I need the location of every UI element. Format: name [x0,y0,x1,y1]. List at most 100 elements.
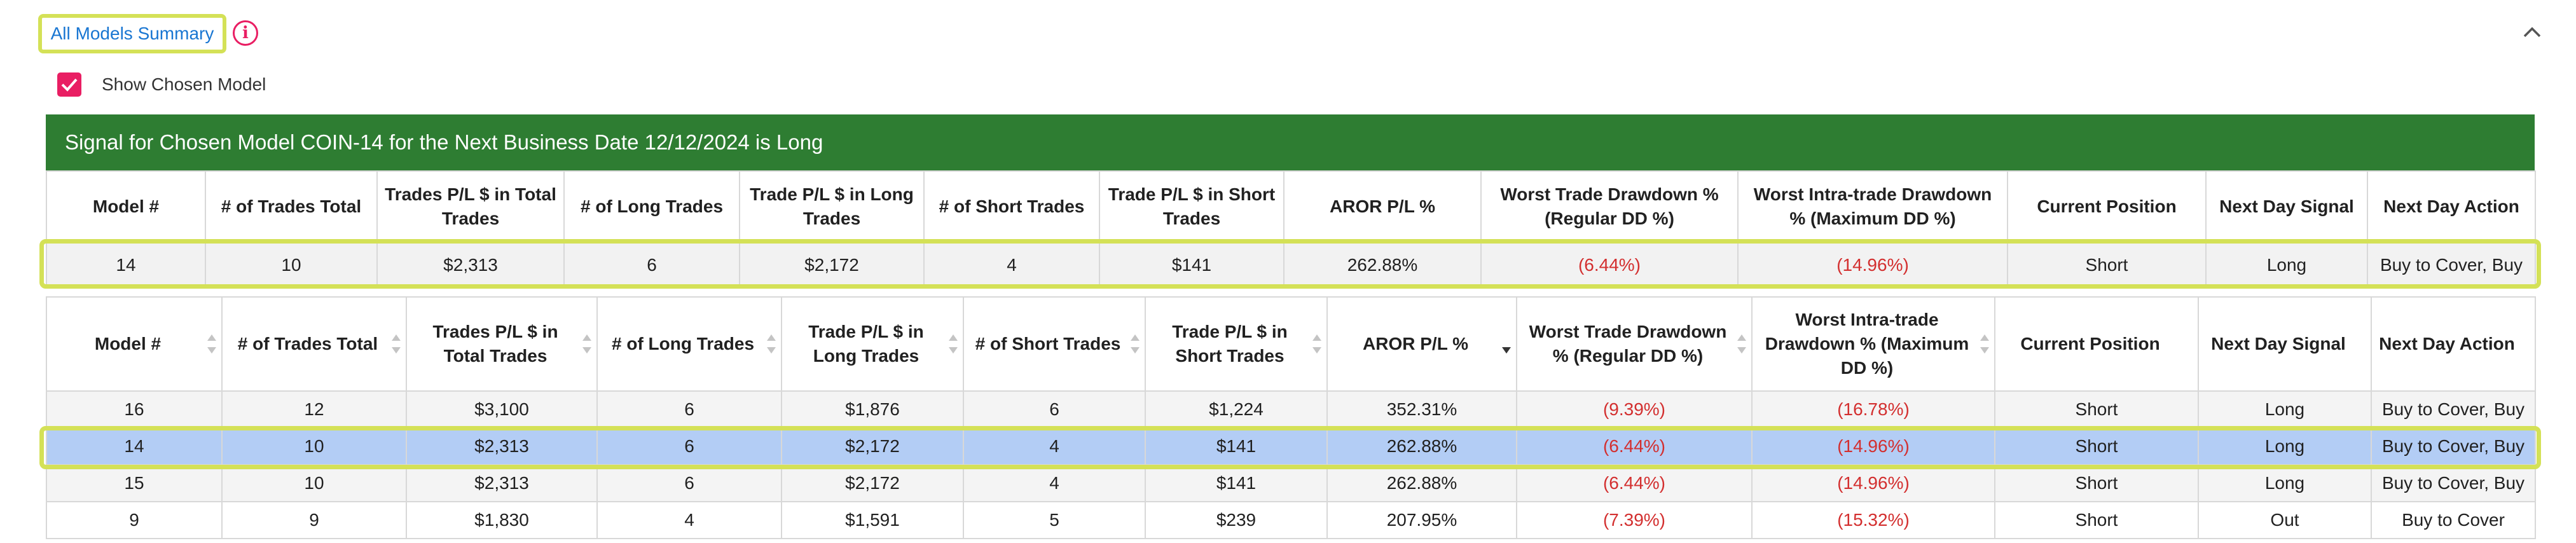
chevron-up-icon[interactable] [2518,18,2546,46]
header-label: Model # [94,334,162,354]
cell: $2,172 [739,242,925,289]
table-row[interactable]: 15 10 $2,313 6 $2,172 4 $141 262.88% (6.… [46,464,2536,502]
cell: 5 [963,501,1146,539]
cell: (14.96%) [1751,427,1995,465]
chosen-header-row: Model # # of Trades Total Trades P/L $ i… [46,170,2536,243]
cell: (14.96%) [1751,464,1995,502]
cell: 10 [221,427,407,465]
cell: $2,313 [406,427,598,465]
cell: 4 [923,242,1100,289]
header-label: Next Day Signal [2211,334,2346,354]
table-row[interactable]: 16 12 $3,100 6 $1,876 6 $1,224 352.31% (… [46,390,2536,429]
cell: Long [2205,242,2368,289]
cell: Short [1994,427,2199,465]
header-label: Worst Trade Drawdown % (Regular DD %) [1529,322,1727,366]
col-aror[interactable]: AROR P/L % [1326,296,1517,392]
col-worst-intra-dd[interactable]: Worst Intra-trade Drawdown % (Maximum DD… [1751,296,1995,392]
cell: Buy to Cover, Buy [2371,427,2536,465]
col-next-day-signal: Next Day Signal [2205,170,2368,243]
header-label: # of Trades Total [237,334,378,354]
header-label: Next Day Action [2379,334,2515,354]
cell: 262.88% [1326,427,1517,465]
cell: Short [1994,390,2199,429]
show-chosen-model-row: Show Chosen Model [57,70,266,99]
col-current-position[interactable]: Current Position [1994,296,2199,392]
sort-icon[interactable] [582,334,591,354]
sort-icon[interactable] [949,334,958,354]
cell: $1,591 [781,501,964,539]
sort-icon[interactable] [392,334,401,354]
col-long-trades[interactable]: # of Long Trades [596,296,782,392]
cell: $1,224 [1145,390,1328,429]
cell: Buy to Cover, Buy [2371,464,2536,502]
cell: 262.88% [1283,242,1482,289]
info-icon[interactable]: i [233,20,258,46]
col-short-trades: # of Short Trades [923,170,1100,243]
sort-icon[interactable] [1980,334,1989,354]
cell: Buy to Cover, Buy [2367,242,2536,289]
table-row-selected[interactable]: 14 10 $2,313 6 $2,172 4 $141 262.88% (6.… [46,427,2536,465]
cell: 4 [596,501,782,539]
header-label: Current Position [2020,334,2160,354]
cell: 4 [963,427,1146,465]
col-pl-total[interactable]: Trades P/L $ in Total Trades [406,296,598,392]
cell: 207.95% [1326,501,1517,539]
cell: $3,100 [406,390,598,429]
cell: Short [2007,242,2207,289]
cell: (15.32%) [1751,501,1995,539]
header-label: AROR P/L % [1363,334,1468,354]
cell: 14 [46,427,223,465]
cell: $2,313 [406,464,598,502]
cell: $141 [1099,242,1285,289]
show-chosen-model-checkbox[interactable] [57,72,81,97]
cell: Long [2198,464,2372,502]
cell: (6.44%) [1516,464,1753,502]
col-aror: AROR P/L % [1283,170,1482,243]
col-short-trades[interactable]: # of Short Trades [963,296,1146,392]
header-label: Trades P/L $ in Total Trades [432,322,558,366]
col-pl-short[interactable]: Trade P/L $ in Short Trades [1145,296,1328,392]
cell: 12 [221,390,407,429]
sort-icon[interactable] [767,334,776,354]
chosen-model-row[interactable]: 14 10 $2,313 6 $2,172 4 $141 262.88% (6.… [46,242,2536,289]
all-models-table: Model # # of Trades Total Trades P/L $ i… [46,296,2536,539]
chosen-model-table: Model # # of Trades Total Trades P/L $ i… [46,170,2536,289]
sort-icon[interactable] [1737,334,1746,354]
cell: $2,172 [781,464,964,502]
cell: 15 [46,464,223,502]
table-row[interactable]: 9 9 $1,830 4 $1,591 5 $239 207.95% (7.39… [46,501,2536,539]
cell: Short [1994,464,2199,502]
cell: Buy to Cover [2371,501,2536,539]
sort-desc-icon[interactable] [1502,334,1511,354]
cell: 6 [563,242,740,289]
cell: (7.39%) [1516,501,1753,539]
col-worst-trade-dd[interactable]: Worst Trade Drawdown % (Regular DD %) [1516,296,1753,392]
sort-icon[interactable] [1312,334,1321,354]
cell: (9.39%) [1516,390,1753,429]
col-current-position: Current Position [2007,170,2207,243]
cell: Out [2198,501,2372,539]
cell: 6 [596,427,782,465]
col-model[interactable]: Model # [46,296,223,392]
all-models-summary-button[interactable]: All Models Summary [38,14,226,53]
cell: 352.31% [1326,390,1517,429]
header-label: # of Long Trades [611,334,755,354]
col-pl-long: Trade P/L $ in Long Trades [739,170,925,243]
col-pl-long[interactable]: Trade P/L $ in Long Trades [781,296,964,392]
col-next-day-signal[interactable]: Next Day Signal [2198,296,2372,392]
col-trades-total: # of Trades Total [205,170,378,243]
cell: (14.96%) [1737,242,2008,289]
col-next-day-action[interactable]: Next Day Action [2371,296,2536,392]
section-header: All Models Summary i [0,0,2576,57]
sort-icon[interactable] [207,334,216,354]
col-model: Model # [46,170,206,243]
show-chosen-model-label: Show Chosen Model [102,74,266,94]
cell: 262.88% [1326,464,1517,502]
cell: 9 [221,501,407,539]
cell: $2,172 [781,427,964,465]
sort-icon[interactable] [1131,334,1140,354]
col-pl-short: Trade P/L $ in Short Trades [1099,170,1285,243]
col-trades-total[interactable]: # of Trades Total [221,296,407,392]
cell: 6 [596,390,782,429]
header-label: Trade P/L $ in Short Trades [1172,322,1288,366]
